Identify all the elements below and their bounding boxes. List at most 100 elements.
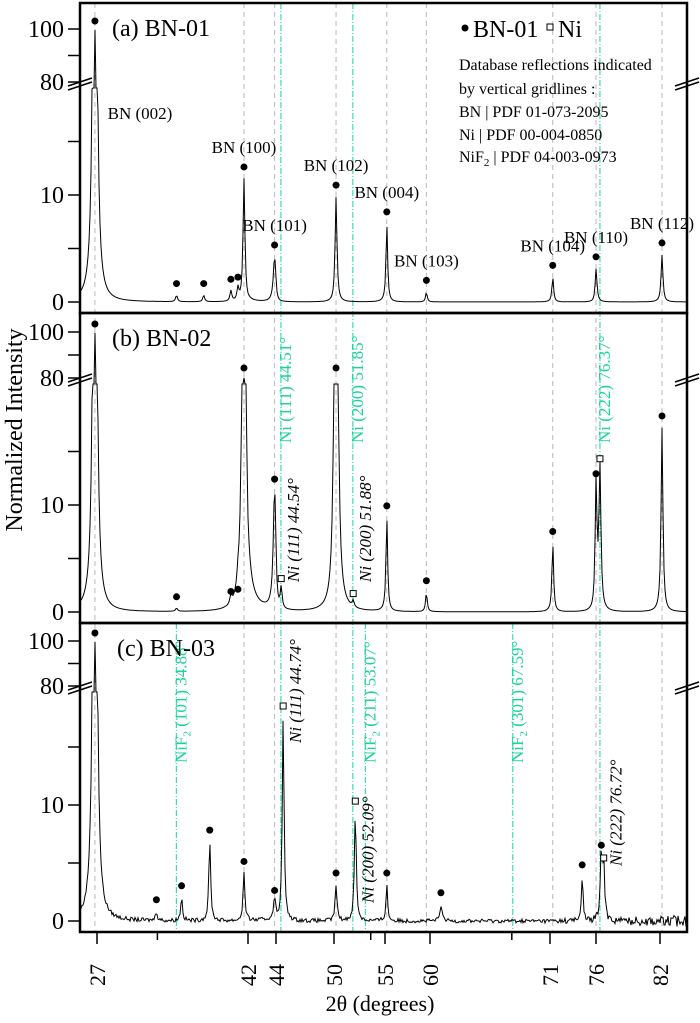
- bn-peak-marker-icon: [383, 208, 391, 216]
- axes: 0 10 80 100 0 10 80 100 0 10 80 100 27 42 44 50 55 60 71 76…: [28, 17, 673, 986]
- y-tick-label: 100: [28, 17, 64, 43]
- bn-peak-marker-icon: [437, 889, 445, 897]
- bn-peak-marker-icon: [178, 882, 186, 890]
- peak-label: BN (112): [630, 214, 694, 233]
- bn-peak-marker-icon: [271, 475, 279, 483]
- y-axis-title: Normalized Intensity: [2, 328, 28, 531]
- bn-peak-marker-icon: [234, 585, 242, 593]
- bn-peak-marker-icon: [240, 364, 248, 372]
- bn-peak-marker-icon: [592, 253, 600, 261]
- bn-peak-marker-icon: [592, 470, 600, 478]
- x-tick-label: 60: [418, 964, 443, 986]
- traces: [80, 29, 687, 927]
- bn-peak-marker-icon: [91, 17, 99, 25]
- peak-label: BN (103): [394, 251, 459, 270]
- peak-label: BN (100): [212, 138, 277, 157]
- peak-label: BN (104): [520, 236, 585, 255]
- reference-annotation: Ni (111) 44.51°: [276, 337, 295, 443]
- axis-break-icon: [674, 81, 700, 91]
- legend-note-1: Database reflections indicated: [459, 57, 652, 74]
- peak-markers: [91, 17, 666, 904]
- axis-break-icon: [674, 681, 700, 691]
- y-tick-label: 80: [40, 70, 64, 96]
- axis-break-icon: [67, 81, 93, 91]
- ni-peak-marker-icon: [349, 590, 357, 598]
- panel-c-trace: [80, 641, 687, 927]
- x-axis-title: 2θ (degrees): [326, 991, 435, 1016]
- legend-ni-label: Ni: [558, 17, 582, 43]
- bn-peak-marker-icon: [271, 886, 279, 894]
- y-tick-label: 80: [40, 674, 64, 700]
- bn-peak-marker-icon: [200, 280, 208, 288]
- bn-peak-marker-icon: [658, 239, 666, 247]
- bn-peak-marker-icon: [173, 280, 181, 288]
- bn-peak-marker-icon: [332, 869, 340, 877]
- panel-b-trace: [80, 332, 686, 613]
- x-tick-label: 50: [322, 964, 347, 986]
- bn-peak-marker-icon: [240, 857, 248, 865]
- x-tick-label: 55: [373, 964, 398, 986]
- measured-annotation: Ni (200) 52.09°: [358, 796, 377, 904]
- legend-note-4: Ni | PDF 00-004-0850: [459, 127, 602, 144]
- bn-peak-marker-icon: [332, 181, 340, 189]
- bn-peak-marker-icon: [234, 273, 242, 281]
- bn01-legend-marker-icon: [461, 24, 469, 32]
- peak-label: BN (002): [108, 104, 173, 123]
- bn-peak-marker-icon: [91, 629, 99, 637]
- panel-frames: [67, 1, 700, 934]
- bn-peak-marker-icon: [549, 528, 557, 536]
- reference-annotation: NiF2 (301) 67.59°: [508, 641, 530, 763]
- bn-peak-marker-icon: [227, 587, 235, 595]
- measured-annotation: Ni (222) 76.72°: [607, 759, 626, 867]
- y-tick-label: 100: [28, 629, 64, 655]
- x-tick-label: 44: [264, 964, 289, 986]
- ni-peak-marker-icon: [600, 854, 608, 862]
- axis-break-icon: [67, 685, 93, 695]
- panel-b-label: (b) BN-02: [112, 326, 211, 352]
- panel-a-label: (a) BN-01: [112, 16, 210, 42]
- y-tick-label: 10: [40, 493, 64, 519]
- x-tick-label: 76: [584, 964, 609, 986]
- measured-annotation: Ni (111) 44.54°: [284, 478, 303, 583]
- y-tick-label: 10: [40, 183, 64, 209]
- bn-peak-marker-icon: [332, 364, 340, 372]
- axis-break-icon: [674, 377, 700, 387]
- peak-label: BN (101): [242, 216, 307, 235]
- legend-note-5: NiF2 | PDF 04-003-0973: [459, 149, 617, 169]
- peak-label: BN (004): [354, 183, 419, 202]
- panel-c-label: (c) BN-03: [117, 636, 215, 662]
- bn-peak-marker-icon: [549, 261, 557, 269]
- ni-peak-marker-icon: [277, 575, 285, 583]
- bn-peak-marker-icon: [578, 861, 586, 869]
- reference-annotation: NiF2 (211) 53.07°: [360, 641, 382, 763]
- x-tick-label: 42: [236, 964, 261, 986]
- legend-bn01-label: BN-01: [473, 17, 538, 43]
- measured-annotation: Ni (111) 44.74°: [286, 639, 305, 744]
- ni-peak-marker-icon: [351, 797, 359, 805]
- legend-note-2: by vertical gridlines :: [459, 81, 595, 98]
- bn-peak-marker-icon: [227, 275, 235, 283]
- bn-peak-marker-icon: [240, 163, 248, 171]
- y-tick-label: 0: [52, 290, 64, 316]
- ni-peak-marker-icon: [279, 702, 287, 710]
- y-tick-label: 80: [40, 366, 64, 392]
- y-tick-label: 100: [28, 320, 64, 346]
- reference-annotation: Ni (222) 76.37°: [595, 336, 614, 443]
- peak-label: BN (102): [304, 156, 369, 175]
- bn-peak-marker-icon: [152, 896, 160, 904]
- panel-frame: [78, 621, 689, 934]
- annotations: BN (002) BN (100) BN (101) BN (102) BN (004)…: [108, 104, 694, 904]
- reference-annotation: Ni (200) 51.85°: [348, 336, 367, 443]
- x-tick-label: 71: [538, 964, 563, 986]
- bn-peak-marker-icon: [91, 320, 99, 328]
- ni-peak-marker-icon: [596, 455, 604, 463]
- legend-note-3: BN | PDF 01-073-2095: [459, 104, 608, 121]
- peak-label: BN (110): [564, 228, 628, 247]
- bn-peak-marker-icon: [206, 826, 214, 834]
- axis-break-icon: [674, 685, 700, 695]
- axis-break-icon: [67, 377, 93, 387]
- bn-peak-marker-icon: [658, 412, 666, 420]
- x-tick-label: 27: [85, 964, 110, 986]
- bn-peak-marker-icon: [422, 577, 430, 585]
